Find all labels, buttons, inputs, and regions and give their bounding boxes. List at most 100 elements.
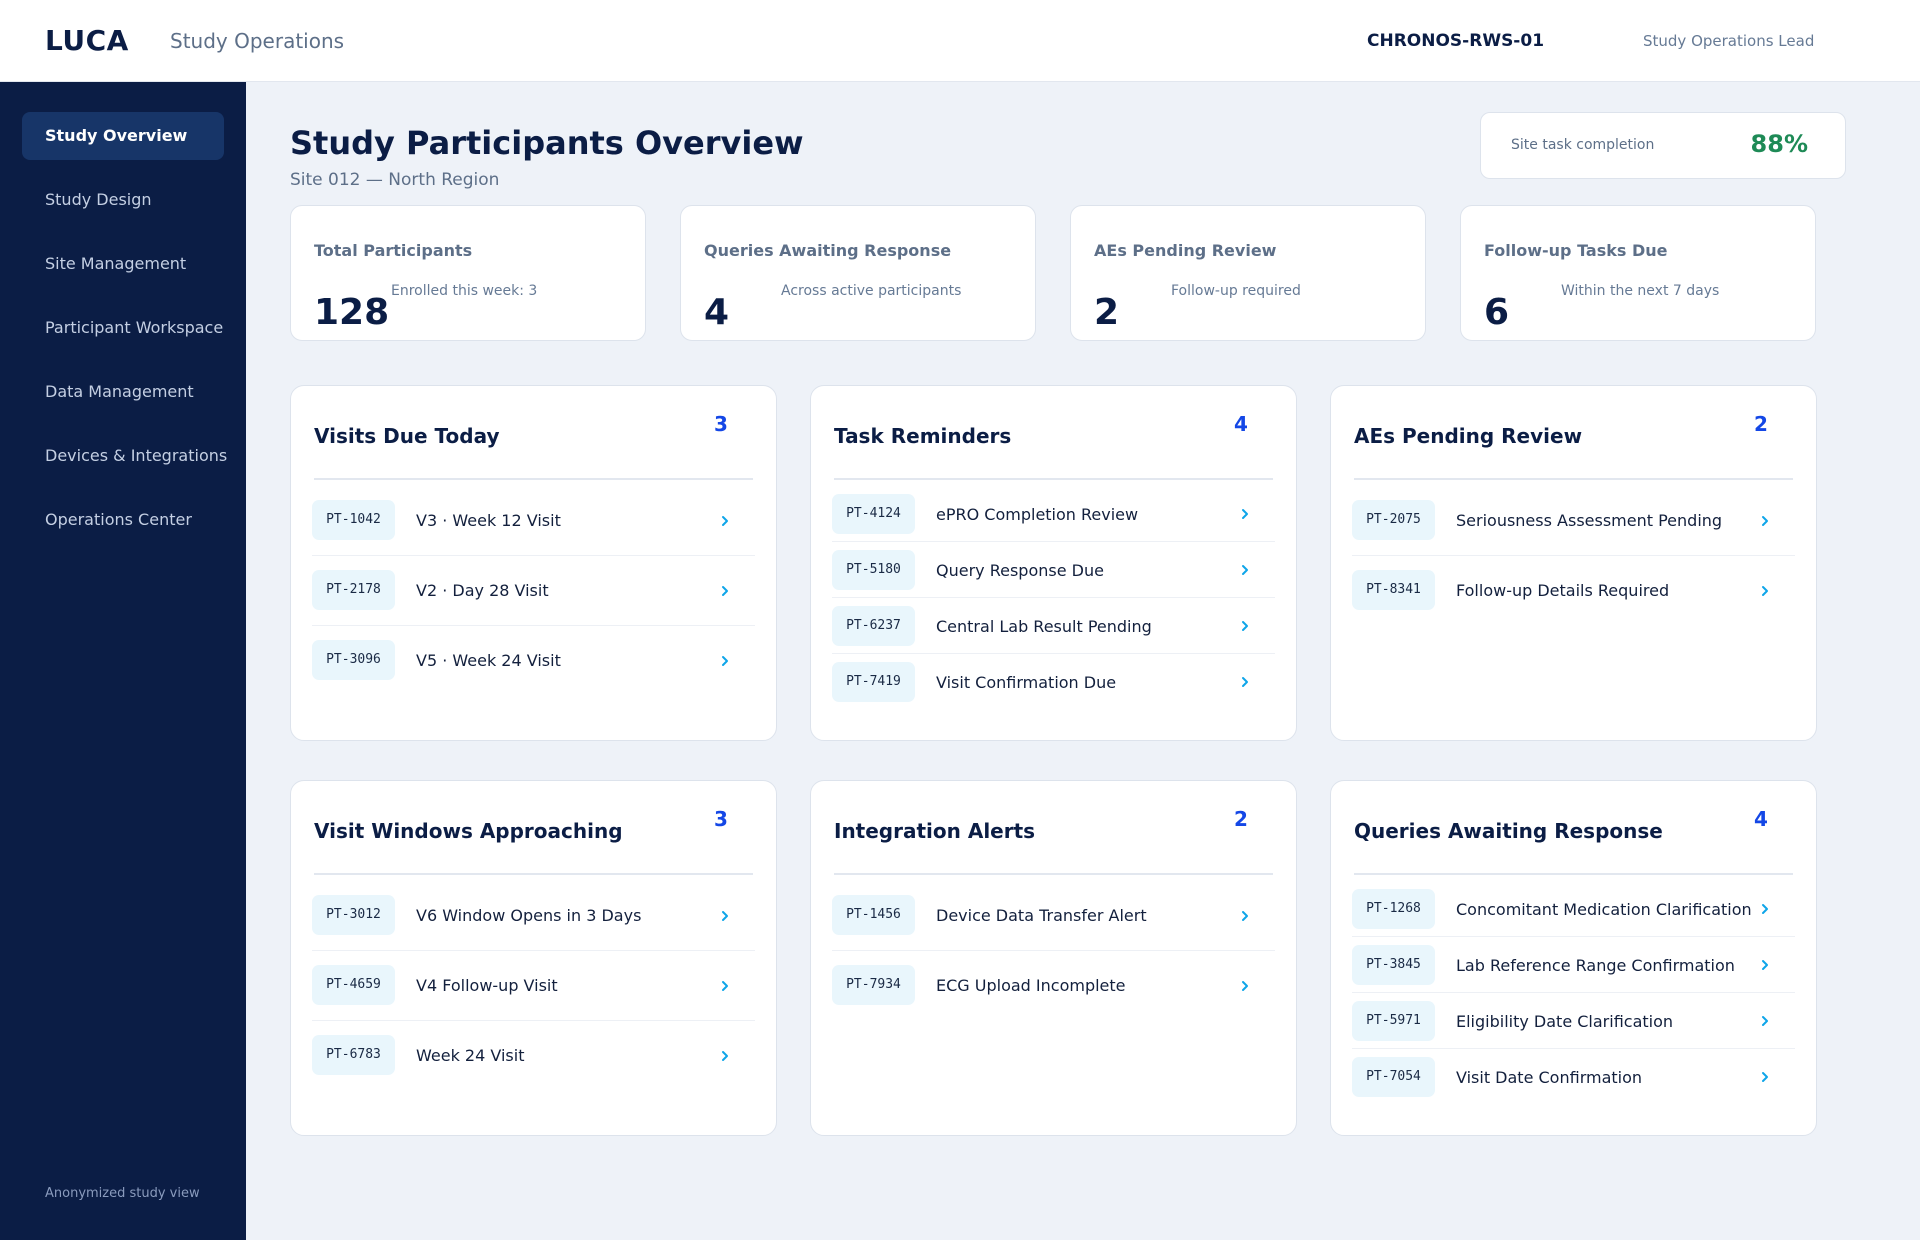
site-completion-card: Site task completion 88% [1480, 112, 1846, 179]
sidebar-item-study-overview[interactable]: Study Overview [22, 112, 224, 160]
stat-label: Total Participants [314, 241, 473, 260]
list-item-text: V5 · Week 24 Visit [416, 651, 561, 670]
chevron-right-icon[interactable] [718, 909, 732, 923]
stat-value: 2 [1094, 292, 1120, 333]
chevron-right-icon[interactable] [1238, 909, 1252, 923]
panel-divider [834, 478, 1273, 480]
list-item[interactable]: PT-7419 Visit Confirmation Due [832, 654, 1275, 710]
panel-divider [1354, 478, 1793, 480]
list-item[interactable]: PT-1042 V3 · Week 12 Visit [312, 486, 755, 556]
stat-note: Follow-up required [1171, 283, 1301, 299]
list-item[interactable]: PT-6237 Central Lab Result Pending [832, 598, 1275, 654]
participant-id-badge: PT-6237 [832, 606, 915, 646]
participant-id-badge: PT-1268 [1352, 889, 1435, 929]
panel-title: Visits Due Today [314, 424, 500, 448]
chevron-right-icon[interactable] [1238, 979, 1252, 993]
list-item[interactable]: PT-1268 Concomitant Medication Clarifica… [1352, 881, 1795, 937]
sidebar-item-operations-center[interactable]: Operations Center [45, 510, 192, 529]
list-item-text: V3 · Week 12 Visit [416, 511, 561, 530]
list-item[interactable]: PT-5180 Query Response Due [832, 542, 1275, 598]
app-logo[interactable]: LUCA [45, 24, 129, 57]
chevron-right-icon[interactable] [1758, 1070, 1772, 1084]
list-item[interactable]: PT-4124 ePRO Completion Review [832, 486, 1275, 542]
chevron-right-icon[interactable] [718, 1049, 732, 1063]
panel-task-reminders: Task Reminders 4 PT-4124 ePRO Completion… [810, 385, 1297, 741]
chevron-right-icon[interactable] [1238, 675, 1252, 689]
study-identifier: CHRONOS-RWS-01 [1367, 31, 1545, 51]
sidebar-item-devices-integrations[interactable]: Devices & Integrations [45, 446, 228, 465]
panel-list: PT-2075 Seriousness Assessment Pending P… [1352, 486, 1795, 626]
stat-card-total-participants[interactable]: Total Participants Enrolled this week: 3… [290, 205, 646, 341]
sidebar-item-site-management[interactable]: Site Management [45, 254, 187, 273]
stat-value: 4 [704, 292, 730, 333]
panel-list: PT-3012 V6 Window Opens in 3 Days PT-465… [312, 881, 755, 1091]
panel-list: PT-1456 Device Data Transfer Alert PT-79… [832, 881, 1275, 1021]
chevron-right-icon[interactable] [1758, 902, 1772, 916]
list-item[interactable]: PT-8341 Follow-up Details Required [1352, 556, 1795, 626]
panel-count-badge: 3 [714, 807, 728, 831]
list-item[interactable]: PT-3012 V6 Window Opens in 3 Days [312, 881, 755, 951]
list-item-text: Device Data Transfer Alert [936, 906, 1147, 925]
participant-id-badge: PT-3845 [1352, 945, 1435, 985]
list-item[interactable]: PT-2178 V2 · Day 28 Visit [312, 556, 755, 626]
list-item[interactable]: PT-3845 Lab Reference Range Confirmation [1352, 937, 1795, 993]
panel-title: Visit Windows Approaching [314, 819, 623, 843]
stat-note: Across active participants [781, 283, 962, 299]
list-item[interactable]: PT-6783 Week 24 Visit [312, 1021, 755, 1091]
list-item-text: ECG Upload Incomplete [936, 976, 1126, 995]
chevron-right-icon[interactable] [718, 584, 732, 598]
stat-card-queries-awaiting[interactable]: Queries Awaiting Response Across active … [680, 205, 1036, 341]
panel-divider [1354, 873, 1793, 875]
list-item[interactable]: PT-4659 V4 Follow-up Visit [312, 951, 755, 1021]
chevron-right-icon[interactable] [718, 514, 732, 528]
list-item-text: Eligibility Date Clarification [1456, 1012, 1674, 1031]
stat-card-followup-tasks[interactable]: Follow-up Tasks Due Within the next 7 da… [1460, 205, 1816, 341]
app-name: Study Operations [170, 29, 345, 53]
panel-visit-windows-approaching: Visit Windows Approaching 3 PT-3012 V6 W… [290, 780, 777, 1136]
participant-id-badge: PT-7054 [1352, 1057, 1435, 1097]
list-item[interactable]: PT-7054 Visit Date Confirmation [1352, 1049, 1795, 1105]
sidebar-item-study-design[interactable]: Study Design [45, 190, 152, 209]
stat-value: 6 [1484, 292, 1510, 333]
participant-id-badge: PT-2075 [1352, 500, 1435, 540]
completion-label: Site task completion [1511, 137, 1655, 153]
panel-count-badge: 4 [1234, 412, 1248, 436]
completion-value: 88% [1750, 130, 1808, 158]
panel-aes-pending-review: AEs Pending Review 2 PT-2075 Seriousness… [1330, 385, 1817, 741]
panel-list: PT-4124 ePRO Completion Review PT-5180 Q… [832, 486, 1275, 710]
stat-card-aes-pending[interactable]: AEs Pending Review Follow-up required 2 [1070, 205, 1426, 341]
panel-count-badge: 2 [1754, 412, 1768, 436]
list-item-text: V6 Window Opens in 3 Days [416, 906, 642, 925]
panel-count-badge: 3 [714, 412, 728, 436]
list-item[interactable]: PT-5971 Eligibility Date Clarification [1352, 993, 1795, 1049]
panel-queries-awaiting-response: Queries Awaiting Response 4 PT-1268 Conc… [1330, 780, 1817, 1136]
chevron-right-icon[interactable] [718, 654, 732, 668]
list-item[interactable]: PT-7934 ECG Upload Incomplete [832, 951, 1275, 1021]
chevron-right-icon[interactable] [1758, 1014, 1772, 1028]
chevron-right-icon[interactable] [1758, 514, 1772, 528]
panel-title: AEs Pending Review [1354, 424, 1583, 448]
user-role[interactable]: Study Operations Lead [1643, 32, 1815, 50]
chevron-right-icon[interactable] [718, 979, 732, 993]
panel-divider [834, 873, 1273, 875]
chevron-right-icon[interactable] [1238, 507, 1252, 521]
participant-id-badge: PT-4659 [312, 965, 395, 1005]
sidebar-item-participant-workspace[interactable]: Participant Workspace [45, 318, 224, 337]
panel-count-badge: 4 [1754, 807, 1768, 831]
participant-id-badge: PT-2178 [312, 570, 395, 610]
list-item-text: Concomitant Medication Clarification [1456, 900, 1752, 919]
list-item[interactable]: PT-2075 Seriousness Assessment Pending [1352, 486, 1795, 556]
chevron-right-icon[interactable] [1238, 619, 1252, 633]
participant-id-badge: PT-5180 [832, 550, 915, 590]
chevron-right-icon[interactable] [1758, 584, 1772, 598]
participant-id-badge: PT-5971 [1352, 1001, 1435, 1041]
participant-id-badge: PT-6783 [312, 1035, 395, 1075]
list-item[interactable]: PT-1456 Device Data Transfer Alert [832, 881, 1275, 951]
list-item[interactable]: PT-3096 V5 · Week 24 Visit [312, 626, 755, 696]
panel-visits-due-today: Visits Due Today 3 PT-1042 V3 · Week 12 … [290, 385, 777, 741]
chevron-right-icon[interactable] [1238, 563, 1252, 577]
participant-id-badge: PT-4124 [832, 494, 915, 534]
chevron-right-icon[interactable] [1758, 958, 1772, 972]
top-bar: LUCA Study Operations CHRONOS-RWS-01 Stu… [0, 0, 1920, 82]
sidebar-item-data-management[interactable]: Data Management [45, 382, 194, 401]
